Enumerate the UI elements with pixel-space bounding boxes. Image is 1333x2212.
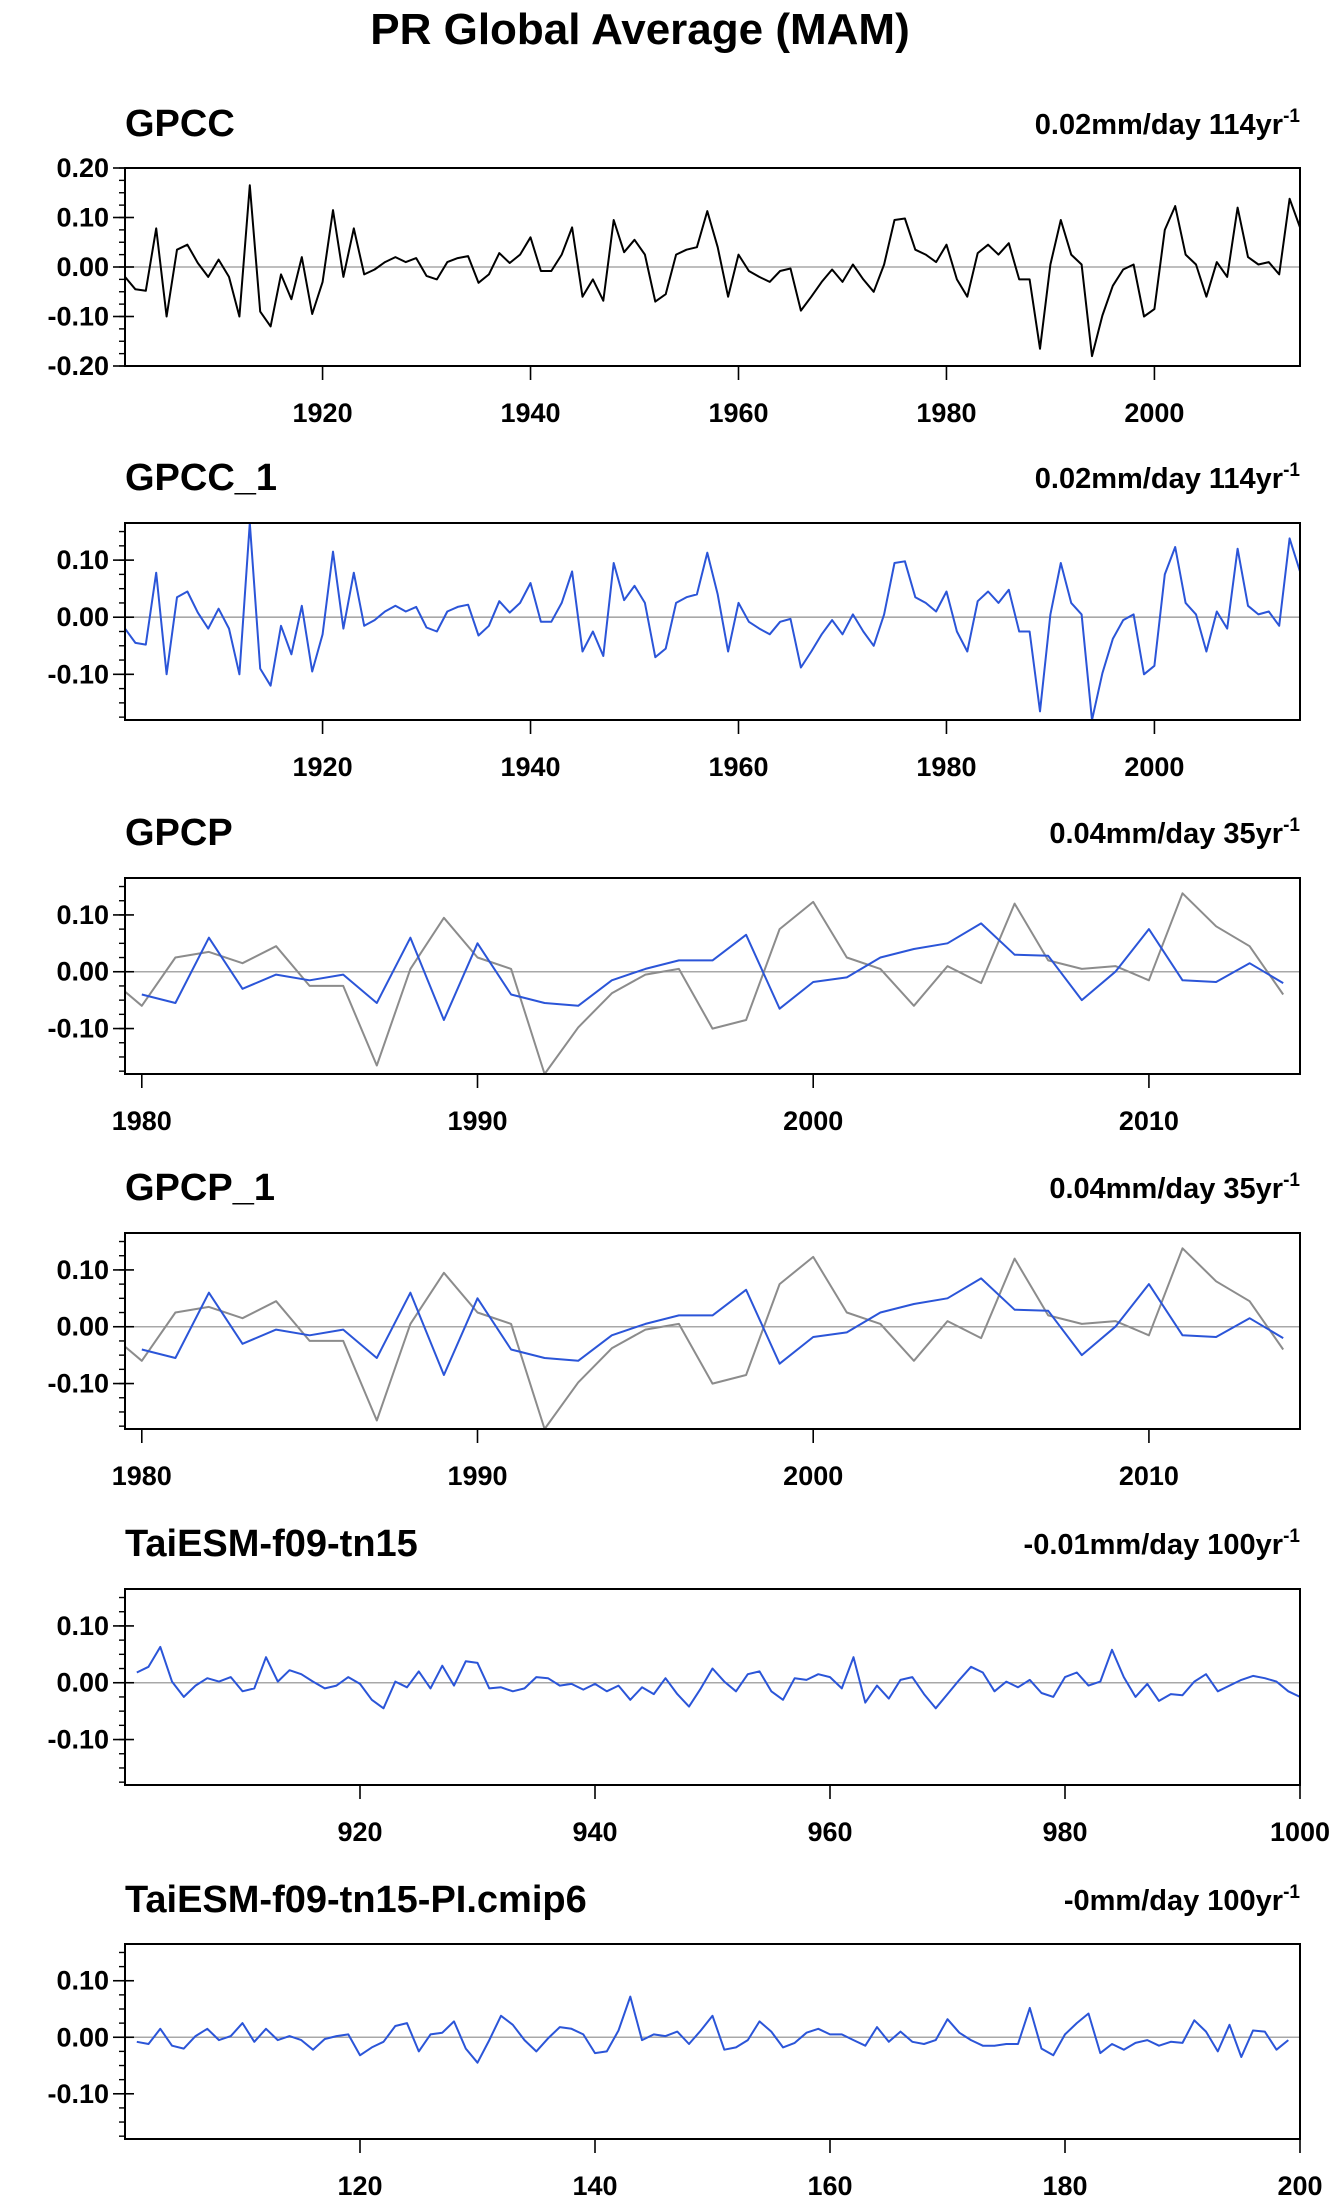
- x-tick-label: 1980: [916, 398, 976, 428]
- y-tick-label: 0.10: [56, 1255, 109, 1285]
- trend-value: 0.02mm/day 114yr: [1035, 109, 1283, 141]
- series-line-1: [124, 1247, 1285, 1430]
- trend-value: 0.04mm/day 35yr: [1049, 818, 1283, 850]
- y-tick-label: 0.00: [56, 252, 109, 282]
- trend-unit-exponent: -1: [1283, 815, 1300, 836]
- trend-label: -0.01mm/day 100yr-1: [1024, 1526, 1301, 1561]
- x-tick-label: 1990: [447, 1461, 507, 1491]
- panels: GPCC 0.02mm/day 114yr-1-0.20-0.100.000.10…: [47, 103, 1330, 2201]
- x-tick-label: 2000: [783, 1461, 843, 1491]
- x-tick-label: 1960: [708, 752, 768, 782]
- y-tick-label: 0.10: [56, 1611, 109, 1641]
- trend-value: -0mm/day 100yr: [1064, 1885, 1283, 1917]
- y-tick-label: 0.00: [56, 1312, 109, 1342]
- x-tick-label: 1920: [293, 752, 353, 782]
- trend-unit-exponent: -1: [1283, 460, 1300, 481]
- x-tick-label: 1980: [112, 1106, 172, 1136]
- x-tick-label: 940: [572, 1817, 617, 1847]
- x-tick-label: 920: [337, 1817, 382, 1847]
- y-tick-label: -0.20: [47, 351, 109, 381]
- x-tick-label: 2010: [1119, 1461, 1179, 1491]
- y-tick-label: 0.10: [56, 1966, 109, 1996]
- x-tick-label: 1960: [708, 398, 768, 428]
- trend-label: 0.04mm/day 35yr-1: [1049, 1170, 1300, 1205]
- x-tick-label: 980: [1042, 1817, 1087, 1847]
- panel-title: TaiESM-f09-tn15: [125, 1523, 418, 1565]
- series-line-1: [124, 892, 1285, 1075]
- panel-title: GPCP_1: [125, 1167, 275, 1209]
- plot-frame: [124, 877, 1301, 1075]
- series-line-2: [141, 1277, 1284, 1376]
- x-tick-label: 2010: [1119, 1106, 1179, 1136]
- x-tick-label: 2000: [1124, 398, 1184, 428]
- x-tick-label: 1990: [447, 1106, 507, 1136]
- trend-value: -0.01mm/day 100yr: [1024, 1529, 1284, 1561]
- x-tick-label: 200: [1277, 2171, 1322, 2201]
- panel-2: GPCC_1 0.02mm/day 114yr-1 -0.10 0.00 0.10 192…: [47, 457, 1301, 782]
- x-tick-label: 2000: [783, 1106, 843, 1136]
- x-tick-label: 140: [572, 2171, 617, 2201]
- x-tick-label: 1920: [293, 398, 353, 428]
- x-tick-label: 2000: [1124, 752, 1184, 782]
- x-tick-label: 1980: [916, 752, 976, 782]
- y-tick-label: -0.10: [47, 659, 109, 689]
- x-tick-label: 1940: [500, 398, 560, 428]
- panel-5: TaiESM-f09-tn15 -0.01mm/day 100yr-1 -0.10 0…: [47, 1523, 1330, 1847]
- y-tick-label: -0.10: [47, 302, 109, 332]
- panel-title: GPCC_1: [125, 457, 277, 499]
- y-tick-label: 0.10: [56, 900, 109, 930]
- y-tick-label: -0.10: [47, 2079, 109, 2109]
- x-tick-label: 160: [807, 2171, 852, 2201]
- y-tick-label: 0.00: [56, 1668, 109, 1698]
- plot-frame: [124, 1232, 1301, 1430]
- panel-6: TaiESM-f09-tn15-PI.cmip6 -0mm/day 100yr-1…: [47, 1879, 1322, 2201]
- y-tick-label: 0.00: [56, 2022, 109, 2052]
- plot-frame: [124, 1943, 1301, 2140]
- y-tick-label: -0.10: [47, 1369, 109, 1399]
- series-line-1: [136, 1645, 1301, 1710]
- panel-1: GPCC 0.02mm/day 114yr-1 -0.20 -0.10 0.00 0.10…: [47, 103, 1301, 428]
- plot-frame: [124, 167, 1301, 367]
- trend-unit-exponent: -1: [1283, 1882, 1300, 1903]
- trend-unit-exponent: -1: [1283, 106, 1300, 127]
- y-tick-label: 0.00: [56, 602, 109, 632]
- trend-value: 0.04mm/day 35yr: [1049, 1173, 1283, 1205]
- y-tick-label: 0.10: [56, 203, 109, 233]
- x-tick-label: 960: [807, 1817, 852, 1847]
- y-tick-label: 0.00: [56, 957, 109, 987]
- plot-frame: [124, 522, 1301, 721]
- x-tick-label: 180: [1042, 2171, 1087, 2201]
- panel-title: TaiESM-f09-tn15-PI.cmip6: [125, 1879, 587, 1921]
- series-line-1: [136, 1995, 1289, 2064]
- panel-title: GPCC: [125, 103, 235, 145]
- y-tick-label: 0.20: [56, 153, 109, 183]
- series-line-2: [141, 922, 1284, 1021]
- panel-3: GPCP 0.04mm/day 35yr-1 -0.10 0.00 0.10 1980 19…: [47, 812, 1301, 1136]
- x-tick-label: 1940: [500, 752, 560, 782]
- figure-title: PR Global Average (MAM): [370, 5, 909, 54]
- plot-frame: [124, 1588, 1301, 1786]
- trend-label: 0.04mm/day 35yr-1: [1049, 815, 1300, 850]
- y-tick-label: -0.10: [47, 1014, 109, 1044]
- trend-label: 0.02mm/day 114yr-1: [1035, 460, 1301, 495]
- series-line-1: [124, 184, 1301, 358]
- y-tick-label: -0.10: [47, 1725, 109, 1755]
- trend-value: 0.02mm/day 114yr: [1035, 463, 1283, 495]
- trend-unit-exponent: -1: [1283, 1170, 1300, 1191]
- x-tick-label: 1980: [112, 1461, 172, 1491]
- y-tick-label: 0.10: [56, 545, 109, 575]
- x-tick-label: 120: [337, 2171, 382, 2201]
- trend-label: 0.02mm/day 114yr-1: [1035, 106, 1301, 141]
- x-tick-label: 1000: [1270, 1817, 1330, 1847]
- panel-title: GPCP: [125, 812, 233, 854]
- trend-unit-exponent: -1: [1283, 1526, 1300, 1547]
- trend-label: -0mm/day 100yr-1: [1064, 1882, 1301, 1917]
- panel-4: GPCP_1 0.04mm/day 35yr-1 -0.10 0.00 0.10 1980…: [47, 1167, 1301, 1491]
- series-line-1: [124, 522, 1301, 721]
